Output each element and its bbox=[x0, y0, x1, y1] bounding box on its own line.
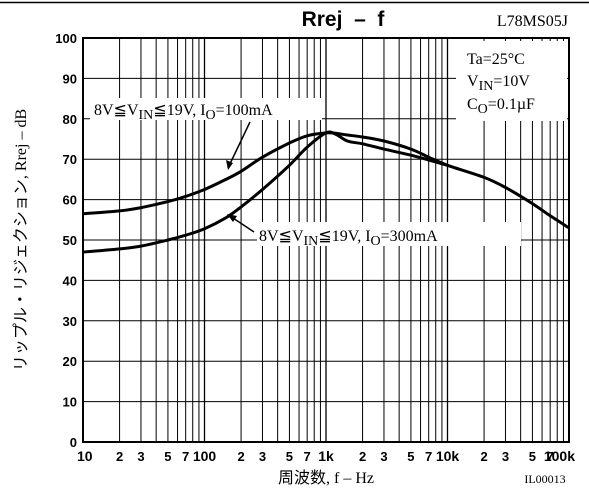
part-number: L78MS05J bbox=[497, 13, 568, 30]
leader-100mA bbox=[227, 121, 251, 169]
y-tick-label: 30 bbox=[63, 314, 77, 329]
x-tick-label: 7 bbox=[182, 449, 189, 464]
y-tick-label: 100 bbox=[55, 31, 77, 46]
x-tick-label: 2 bbox=[359, 449, 366, 464]
arrowhead-100mA bbox=[226, 160, 233, 170]
condition-vin: VIN=10V bbox=[467, 73, 530, 94]
x-tick-label: 3 bbox=[137, 449, 144, 464]
label-bg-300mA bbox=[257, 222, 521, 246]
y-tick-label: 10 bbox=[63, 395, 77, 410]
x-tick-label: 100k bbox=[544, 448, 575, 464]
x-tick-label: 10k bbox=[436, 448, 460, 464]
x-tick-label: 5 bbox=[164, 449, 171, 464]
x-tick-label: 3 bbox=[502, 449, 509, 464]
conditions-box bbox=[456, 41, 567, 121]
x-tick-label: 3 bbox=[380, 449, 387, 464]
condition-co: CO=0.1µF bbox=[467, 96, 535, 117]
x-tick-label: 100 bbox=[193, 448, 217, 464]
series-curves bbox=[82, 130, 570, 254]
series-line-300mA bbox=[82, 130, 448, 254]
x-tick-label: 7 bbox=[547, 449, 554, 464]
x-tick-label: 5 bbox=[407, 449, 414, 464]
x-tick-label: 5 bbox=[529, 449, 536, 464]
label-bg-100mA bbox=[90, 98, 322, 120]
y-axis-title: リップル・リジェクション, Rrej – dB bbox=[12, 109, 30, 371]
plot-frame bbox=[82, 37, 570, 443]
y-tick-label: 70 bbox=[63, 152, 77, 167]
series-label-100mA: 8V≦VIN≦19V, IO=100mA bbox=[94, 102, 273, 123]
arrowhead-300mA bbox=[227, 214, 237, 222]
x-tick-label: 7 bbox=[425, 449, 432, 464]
y-tick-label: 90 bbox=[63, 71, 77, 86]
y-tick-label: 80 bbox=[63, 112, 77, 127]
chart-title: Rrej – f bbox=[302, 8, 386, 31]
x-tick-label: 1k bbox=[318, 448, 334, 464]
y-tick-label: 40 bbox=[63, 273, 77, 288]
x-tick-label: 5 bbox=[286, 449, 293, 464]
y-tick-label: 20 bbox=[63, 354, 77, 369]
y-tick-label: 0 bbox=[70, 435, 77, 450]
x-tick-label: 3 bbox=[259, 449, 266, 464]
x-tick-label: 7 bbox=[304, 449, 311, 464]
series-label-300mA: 8V≦VIN≦19V, IO=300mA bbox=[259, 228, 438, 249]
x-axis-title: 周波数, f – Hz bbox=[278, 469, 374, 487]
x-tick-label: 2 bbox=[480, 449, 487, 464]
x-tick-label: 2 bbox=[116, 449, 123, 464]
x-tick-label: 10 bbox=[77, 448, 93, 464]
y-tick-label: 50 bbox=[63, 233, 77, 248]
condition-ta: Ta=25°C bbox=[467, 51, 525, 68]
figure-code: IL00013 bbox=[524, 472, 565, 486]
x-tick-label: 2 bbox=[237, 449, 244, 464]
y-tick-label: 60 bbox=[63, 193, 77, 208]
